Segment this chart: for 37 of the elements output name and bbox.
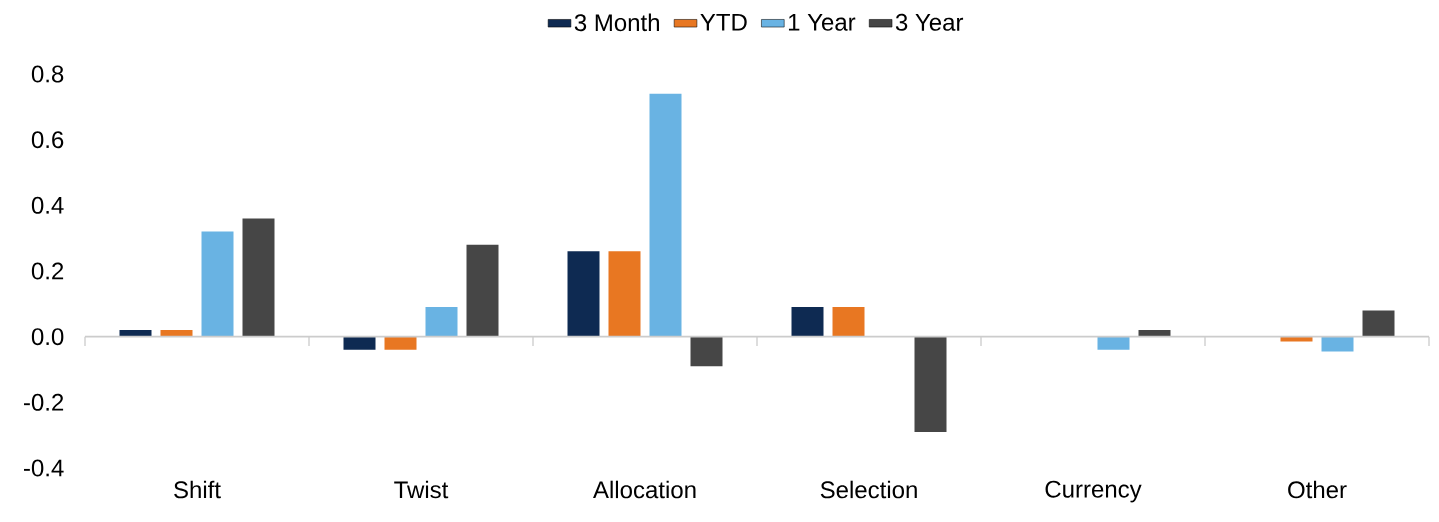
bar [914,336,947,432]
bar [791,307,824,337]
y-tick-label: -0.4 [24,459,64,477]
x-tick-label: Selection [820,480,917,499]
x-tick-label: Twist [394,480,449,499]
bar [649,93,682,337]
bar [690,336,723,367]
bar [242,218,275,337]
bar [119,330,152,337]
bar [608,251,641,337]
y-tick-label: 0.4 [31,196,64,214]
legend-label: 3 Month [574,13,659,32]
bar [425,307,458,337]
legend-label: 1 Year [788,13,856,31]
legend-label: 3 Year [895,13,964,31]
y-tick-label: 0.6 [31,131,64,149]
x-tick-label: Other [1288,480,1347,499]
y-tick-label: -0.2 [24,393,64,411]
bar [567,251,600,337]
x-tick-label: Allocation [593,480,696,499]
bar [1138,330,1171,337]
bar [160,330,193,337]
x-tick-label: Currency [1045,480,1142,503]
y-tick-label: 0.8 [31,65,64,83]
bar [201,231,234,337]
bar [832,307,865,337]
legend-label: YTD [700,13,747,31]
y-tick-label: 0.0 [31,328,64,346]
bar [1321,336,1354,352]
x-tick-label: Shift [174,480,221,499]
bar [1097,336,1130,350]
y-tick-label: 0.2 [31,262,64,280]
bar [466,244,499,337]
bar [384,336,417,350]
bar [1280,336,1313,342]
bar [1362,310,1395,337]
bar [343,336,376,350]
